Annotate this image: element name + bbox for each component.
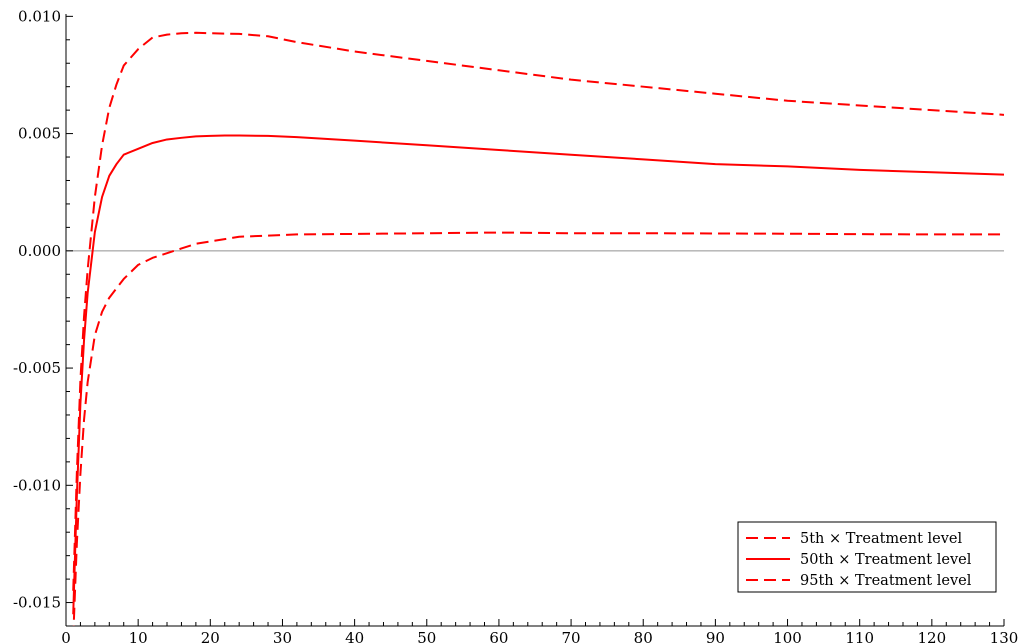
x-tick-label: 110	[845, 629, 874, 644]
series-line-3	[72, 231, 1004, 626]
legend-label-2: 50th × Treatment level	[800, 552, 972, 568]
y-tick-label: 0.000	[18, 242, 61, 260]
chart-axes: 0 10 20 30 40 50 60 70 80 90 100 110 120 130 -0.015 -0.…	[13, 7, 1018, 644]
series-line-2	[72, 134, 1004, 615]
x-tick-label: 40	[345, 629, 364, 644]
y-tick-label: 0.010	[18, 7, 61, 25]
y-tick-label: -0.010	[13, 476, 61, 494]
legend-label-3: 95th × Treatment level	[800, 573, 972, 589]
legend-label-1: 5th × Treatment level	[800, 531, 963, 547]
series-line-1	[72, 31, 1004, 591]
y-tick-label: -0.005	[13, 359, 61, 377]
y-tick-label: -0.015	[13, 594, 61, 612]
chart-legend: 5th × Treatment level 50th × Treatment le…	[737, 521, 997, 593]
chart-series-group	[72, 31, 1004, 626]
x-tick-label: 130	[990, 629, 1019, 644]
x-tick-label: 10	[129, 629, 148, 644]
x-tick-label: 60	[489, 629, 508, 644]
x-tick-label: 20	[201, 629, 220, 644]
x-tick-label: 120	[918, 629, 947, 644]
x-tick-label: 70	[562, 629, 581, 644]
y-tick-label: 0.005	[18, 125, 61, 143]
x-tick-label: 30	[273, 629, 292, 644]
x-tick-label: 100	[773, 629, 802, 644]
legend-box	[737, 521, 997, 593]
x-tick-label: 80	[634, 629, 653, 644]
x-tick-label: 90	[706, 629, 725, 644]
x-tick-label: 0	[61, 629, 71, 644]
x-tick-label: 50	[417, 629, 436, 644]
